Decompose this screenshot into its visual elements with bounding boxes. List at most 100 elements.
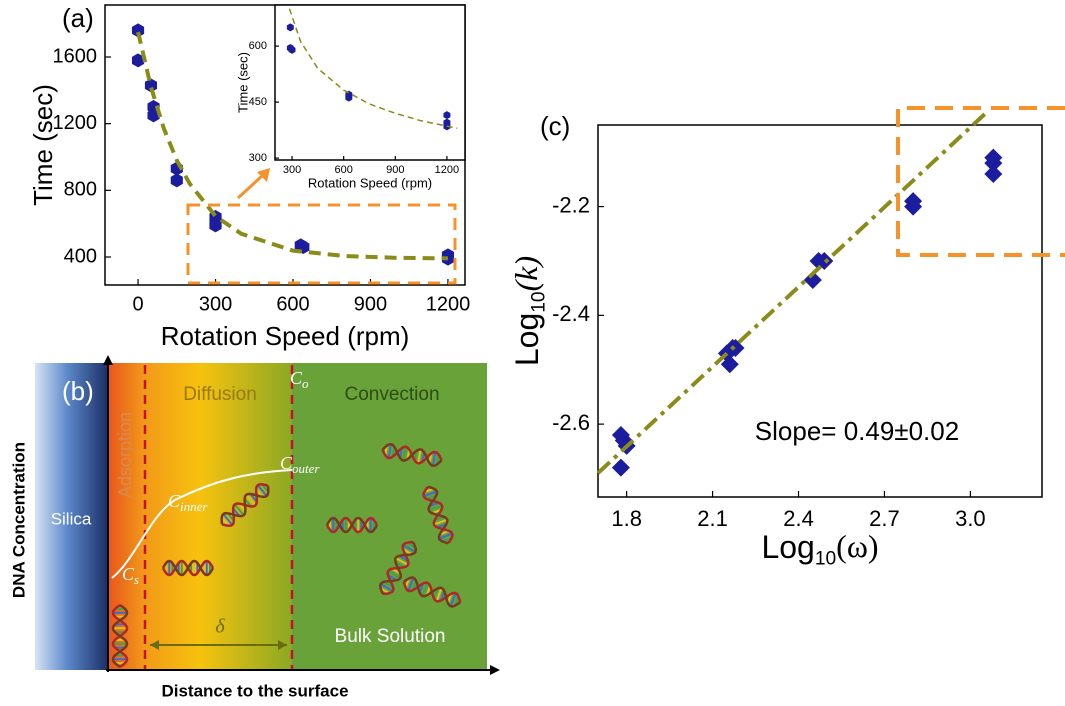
label-sub: 10	[815, 549, 836, 570]
data-point	[984, 154, 1003, 173]
x-axis-label: Distance to the surface	[161, 681, 348, 700]
region-label: Silica	[51, 509, 92, 528]
concentration-curve	[111, 469, 293, 579]
x-tick-label: 2.1	[697, 506, 728, 531]
dna-icons	[111, 442, 462, 669]
c-main: C	[280, 453, 293, 473]
dna-icon	[381, 442, 443, 468]
x-tick-label: 300	[199, 293, 232, 315]
dna-strand	[220, 485, 270, 525]
data-point	[288, 45, 296, 54]
arrowhead	[490, 665, 500, 675]
dna-icon	[378, 540, 418, 596]
dna-rung	[245, 494, 257, 507]
plot-frame	[597, 124, 1043, 498]
data-point	[209, 218, 222, 233]
y-tick-label: -2.6	[552, 410, 590, 435]
c-main: C	[122, 564, 135, 584]
highlights	[186, 106, 1065, 285]
label-arg: (ω)	[836, 528, 878, 564]
dna-rung	[435, 587, 443, 602]
y-label: Time (sec)	[28, 84, 58, 206]
y-tick-label: 1600	[53, 45, 98, 67]
data-point	[286, 23, 294, 32]
arrowhead	[103, 355, 113, 365]
x-tick-label: 2.7	[869, 506, 900, 531]
data-point	[170, 173, 183, 188]
region-label: Convection	[344, 384, 439, 405]
silica-region	[35, 363, 108, 670]
dna-icon	[111, 603, 129, 669]
c-main: C	[290, 368, 303, 388]
label-base: Log	[509, 313, 545, 366]
panel-label: (b)	[62, 376, 94, 406]
chart: 1.8 2.1 2.4 2.7 3.0-2.6-2.4-2.2Log10(ω)Log10…	[508, 111, 1043, 570]
dna-rung	[402, 544, 416, 553]
fit-line	[136, 31, 448, 261]
y-tick-label: 450	[249, 96, 267, 108]
c-label: Co	[290, 368, 309, 391]
dna-rung	[407, 577, 415, 592]
y-tick-label: -2.2	[552, 192, 590, 217]
data-point	[441, 251, 455, 266]
dna-strand	[325, 516, 379, 534]
delta-label: δ	[215, 616, 225, 638]
dna-icon	[220, 482, 270, 528]
arrowhead	[257, 168, 270, 182]
highlight-arrow	[236, 174, 264, 200]
highlight-box	[896, 106, 1065, 257]
x-tick-label: 900	[354, 293, 387, 315]
diagram-b: (b) Silica Adsorption Diffusion Convecti…	[9, 355, 500, 700]
region-label: Adsorption	[115, 412, 135, 498]
charts: 0 300 600 900 1200 400 800 1200 1600 Rotation Spe…	[28, 3, 1043, 570]
x-tick-label: 1.8	[611, 506, 642, 531]
x-tick-label: 300	[283, 164, 301, 176]
plot-frame	[274, 4, 466, 161]
dna-rung	[421, 582, 429, 597]
region-label: Diffusion	[183, 384, 257, 405]
x-tick-label: 2.4	[783, 506, 814, 531]
label-base: Log	[761, 529, 814, 565]
y-label: Time (sec)	[235, 52, 250, 113]
x-tick-label: 600	[276, 293, 309, 315]
dna-rung	[233, 503, 245, 516]
dna-strand	[403, 576, 461, 608]
data-point	[443, 111, 451, 120]
region-label: Bulk Solution	[335, 626, 446, 647]
x-label: Rotation Speed (rpm)	[161, 321, 410, 351]
dna-rung	[431, 451, 437, 466]
c-main: C	[168, 491, 181, 511]
dna-strand	[381, 442, 443, 468]
label-arg: (k)	[508, 256, 544, 292]
dna-rung	[428, 504, 443, 512]
dna-rung	[417, 449, 422, 464]
y-tick-label: -2.4	[552, 301, 590, 326]
dna-icon	[161, 559, 215, 577]
c-label: Couter	[280, 453, 320, 476]
x-label: Log10(ω)	[761, 528, 878, 569]
dna-icon	[402, 576, 462, 608]
dna-rung	[449, 592, 457, 607]
data-point	[720, 355, 739, 374]
data-point	[611, 458, 630, 477]
y-tick-label: 800	[64, 179, 97, 201]
y-tick-label: 1200	[53, 112, 98, 134]
dna-strand	[378, 541, 418, 595]
c-sub: s	[134, 572, 139, 587]
y-label: Log10(k)	[508, 256, 549, 366]
dna-rung	[438, 532, 453, 540]
dna-rung	[256, 484, 268, 497]
dna-rung	[433, 518, 448, 526]
c-label: Cs	[122, 564, 139, 587]
data-point	[345, 93, 353, 102]
panel-label: (c)	[540, 111, 570, 141]
dna-rung	[387, 570, 401, 579]
c-label: Cinner	[168, 491, 208, 514]
x-tick-label: 600	[334, 164, 352, 176]
highlight-box	[186, 203, 457, 285]
panel-label: (a)	[62, 3, 94, 33]
dna-rung	[402, 446, 407, 461]
data-point	[904, 197, 923, 216]
x-tick-label: 3.0	[955, 506, 986, 531]
